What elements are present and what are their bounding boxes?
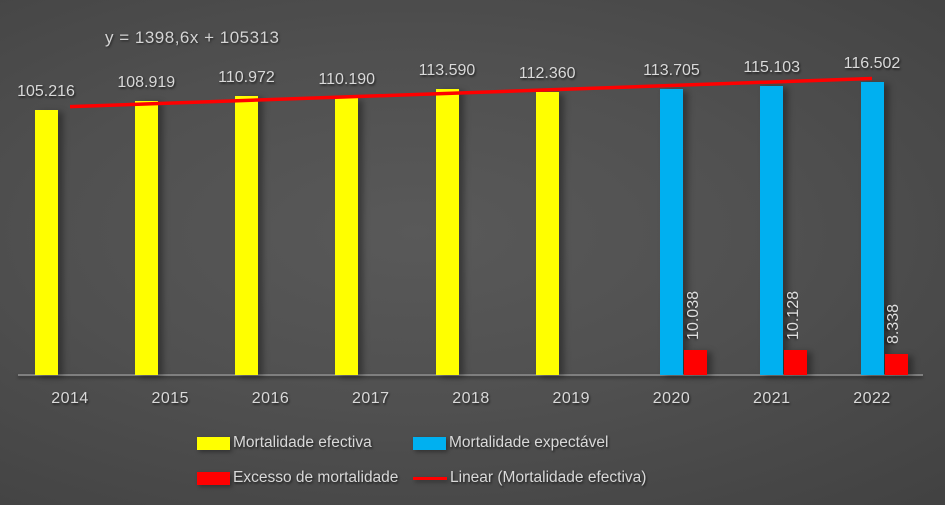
data-label-excesso-de-mortalidade-2021: 10.128 (784, 290, 802, 340)
legend-item-excesso-de-mortalidade: Excesso de mortalidade (197, 469, 399, 486)
data-label-mortalidade-expectavel-2022: 116.502 (843, 55, 901, 72)
x-axis-label-2018: 2018 (452, 390, 490, 407)
legend-swatch-mortalidade-expectavel (413, 436, 446, 450)
bar-mortalidade-efectiva-2016 (235, 95, 258, 375)
bar-excesso-de-mortalidade-2021 (784, 349, 808, 375)
bar-mortalidade-efectiva-2014 (34, 110, 58, 375)
bar-mortalidade-efectiva-2015 (134, 101, 158, 375)
bar-excesso-de-mortalidade-2022 (884, 354, 908, 375)
x-axis-label-2019: 2019 (552, 390, 591, 407)
x-axis-label-2015: 2015 (151, 390, 190, 407)
data-label-mortalidade-expectavel-2021: 115.103 (743, 58, 801, 76)
data-label-mortalidade-efectiva-2019: 112.360 (518, 65, 576, 83)
x-axis-label-2016: 2016 (251, 390, 290, 407)
bar-mortalidade-efectiva-2019 (535, 92, 559, 375)
legend-item-mortalidade-expectavel: Mortalidade expectável (413, 434, 609, 451)
bar-mortalidade-efectiva-2018 (435, 89, 459, 375)
legend-item-linear-mortalidade-efectiva: Linear (Mortalidade efectiva) (413, 469, 647, 486)
x-axis-label-2014: 2014 (51, 390, 89, 407)
bar-mortalidade-expectavel-2022 (860, 82, 884, 375)
bar-mortalidade-expectavel-2021 (760, 85, 784, 375)
x-axis-line (18, 374, 923, 376)
bar-excesso-de-mortalidade-2020 (684, 349, 707, 375)
x-axis-label-2022: 2022 (853, 390, 891, 407)
legend-label: Excesso de mortalidade (233, 469, 399, 486)
data-label-mortalidade-expectavel-2020: 113.705 (643, 62, 700, 80)
legend-label: Linear (Mortalidade efectiva) (450, 469, 647, 486)
data-label-mortalidade-efectiva-2014: 105.216 (17, 83, 75, 101)
x-axis-label-2020: 2020 (652, 390, 691, 407)
legend-line-linear-mortalidade-efectiva (413, 476, 447, 480)
x-axis-label-2021: 2021 (752, 390, 791, 407)
x-axis-label-2017: 2017 (351, 390, 390, 407)
bar-mortalidade-efectiva-2017 (335, 97, 359, 375)
legend-label: Mortalidade efectiva (233, 434, 372, 451)
legend-swatch-excesso-de-mortalidade (197, 471, 230, 485)
trendline-equation-label: y = 1398,6x + 105313 (105, 28, 280, 47)
legend-swatch-mortalidade-efectiva (197, 436, 230, 450)
legend-item-mortalidade-efectiva: Mortalidade efectiva (197, 434, 372, 451)
data-label-excesso-de-mortalidade-2022: 8.338 (885, 303, 902, 345)
data-label-excesso-de-mortalidade-2020: 10.038 (684, 290, 702, 340)
bar-mortalidade-expectavel-2020 (660, 89, 683, 375)
data-label-mortalidade-efectiva-2018: 113.590 (418, 62, 476, 80)
legend-label: Mortalidade expectável (449, 434, 609, 451)
